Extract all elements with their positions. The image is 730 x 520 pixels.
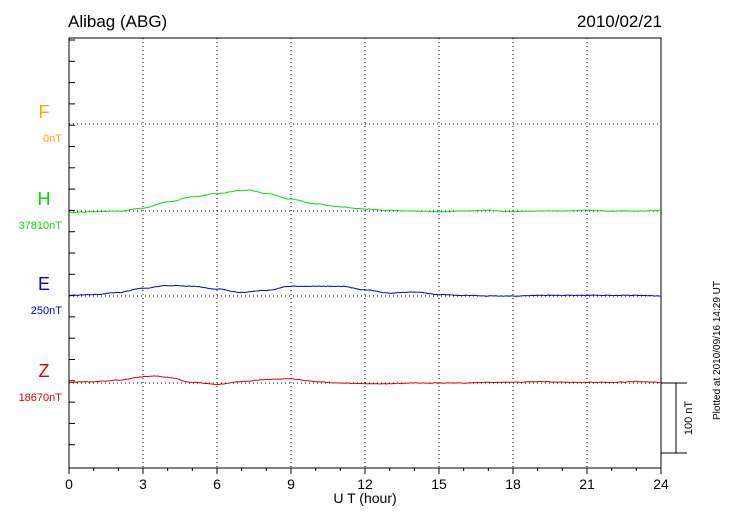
x-tick-label: 21: [579, 476, 595, 492]
series-label-e: E: [38, 274, 50, 294]
chart-title: Alibag (ABG): [68, 12, 168, 31]
series-line-h: [68, 189, 662, 214]
x-tick-label: 3: [139, 476, 147, 492]
scale-bar-label: 100 nT: [683, 401, 695, 436]
plotted-timestamp: Plotted at 2010/09/16 14:29 UT: [712, 281, 723, 420]
x-tick-label: 24: [653, 476, 669, 492]
series-baseline-h: 37810nT: [19, 220, 63, 232]
series-line-e: [68, 284, 662, 297]
x-tick-label: 6: [213, 476, 221, 492]
series-line-z: [68, 375, 662, 386]
x-tick-label: 15: [431, 476, 447, 492]
series-label-f: F: [39, 102, 50, 122]
x-tick-label: 0: [65, 476, 73, 492]
x-tick-label: 18: [505, 476, 521, 492]
series-baseline-f: 0nT: [43, 133, 62, 145]
x-tick-label: 12: [357, 476, 373, 492]
x-tick-label: 9: [287, 476, 295, 492]
series-label-z: Z: [39, 361, 50, 381]
x-axis-label: U T (hour): [333, 490, 397, 506]
series-baseline-z: 18670nT: [19, 392, 63, 404]
series-label-h: H: [38, 189, 51, 209]
series-baseline-e: 250nT: [31, 305, 62, 317]
chart-date: 2010/02/21: [576, 12, 662, 31]
